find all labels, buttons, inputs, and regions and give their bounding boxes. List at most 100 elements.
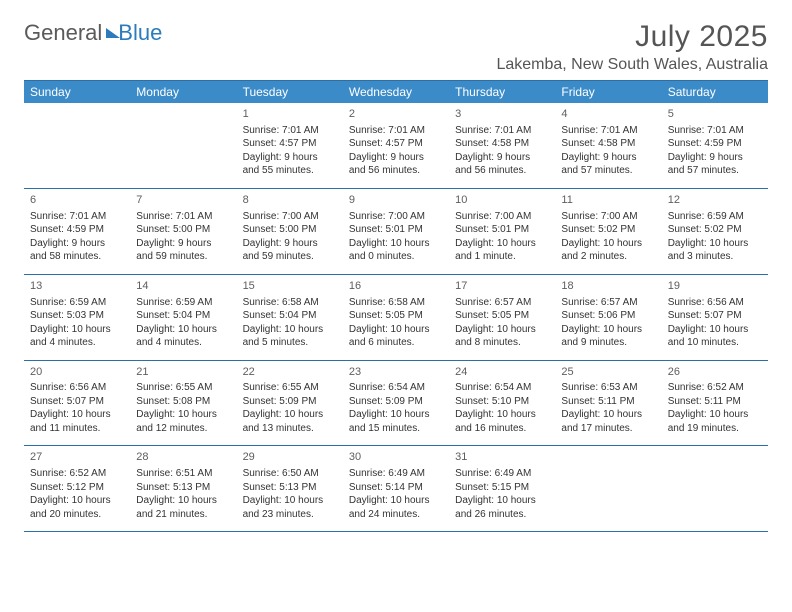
day-number: 1 xyxy=(243,107,337,122)
weekday-header: Wednesday xyxy=(343,81,449,103)
daylight-text: and 59 minutes. xyxy=(136,250,230,264)
calendar-day-cell: 15Sunrise: 6:58 AMSunset: 5:04 PMDayligh… xyxy=(237,275,343,360)
sunrise-text: Sunrise: 7:00 AM xyxy=(349,210,443,224)
calendar-empty-cell xyxy=(555,446,661,531)
calendar-day-cell: 6Sunrise: 7:01 AMSunset: 4:59 PMDaylight… xyxy=(24,189,130,274)
sunset-text: Sunset: 5:12 PM xyxy=(30,481,124,495)
calendar-page: General Blue July 2025 Lakemba, New Sout… xyxy=(0,0,792,552)
calendar-week-row: 27Sunrise: 6:52 AMSunset: 5:12 PMDayligh… xyxy=(24,446,768,532)
sunrise-text: Sunrise: 7:01 AM xyxy=(349,124,443,138)
daylight-text: and 57 minutes. xyxy=(561,164,655,178)
calendar-day-cell: 21Sunrise: 6:55 AMSunset: 5:08 PMDayligh… xyxy=(130,361,236,446)
daylight-text: Daylight: 9 hours xyxy=(349,151,443,165)
brand-logo: General Blue xyxy=(24,20,162,46)
day-number: 25 xyxy=(561,365,655,380)
calendar-week-row: 13Sunrise: 6:59 AMSunset: 5:03 PMDayligh… xyxy=(24,275,768,361)
daylight-text: and 59 minutes. xyxy=(243,250,337,264)
sunrise-text: Sunrise: 6:54 AM xyxy=(349,381,443,395)
daylight-text: and 4 minutes. xyxy=(30,336,124,350)
calendar-day-cell: 23Sunrise: 6:54 AMSunset: 5:09 PMDayligh… xyxy=(343,361,449,446)
daylight-text: and 5 minutes. xyxy=(243,336,337,350)
sunrise-text: Sunrise: 6:52 AM xyxy=(30,467,124,481)
page-header: General Blue July 2025 Lakemba, New Sout… xyxy=(24,20,768,74)
daylight-text: Daylight: 10 hours xyxy=(668,237,762,251)
day-number: 19 xyxy=(668,279,762,294)
location-label: Lakemba, New South Wales, Australia xyxy=(496,56,768,74)
daylight-text: and 58 minutes. xyxy=(30,250,124,264)
calendar-day-cell: 26Sunrise: 6:52 AMSunset: 5:11 PMDayligh… xyxy=(662,361,768,446)
sunset-text: Sunset: 5:13 PM xyxy=(136,481,230,495)
day-number: 14 xyxy=(136,279,230,294)
calendar-day-cell: 5Sunrise: 7:01 AMSunset: 4:59 PMDaylight… xyxy=(662,103,768,188)
day-number: 2 xyxy=(349,107,443,122)
daylight-text: Daylight: 10 hours xyxy=(243,494,337,508)
daylight-text: and 13 minutes. xyxy=(243,422,337,436)
sunset-text: Sunset: 5:14 PM xyxy=(349,481,443,495)
sunrise-text: Sunrise: 7:01 AM xyxy=(243,124,337,138)
daylight-text: and 24 minutes. xyxy=(349,508,443,522)
daylight-text: Daylight: 9 hours xyxy=(136,237,230,251)
daylight-text: Daylight: 10 hours xyxy=(561,408,655,422)
day-number: 13 xyxy=(30,279,124,294)
month-title: July 2025 xyxy=(496,20,768,54)
calendar-day-cell: 17Sunrise: 6:57 AMSunset: 5:05 PMDayligh… xyxy=(449,275,555,360)
sunset-text: Sunset: 5:05 PM xyxy=(349,309,443,323)
calendar-grid: Sunday Monday Tuesday Wednesday Thursday… xyxy=(24,80,768,532)
calendar-day-cell: 24Sunrise: 6:54 AMSunset: 5:10 PMDayligh… xyxy=(449,361,555,446)
daylight-text: and 56 minutes. xyxy=(455,164,549,178)
sunset-text: Sunset: 5:15 PM xyxy=(455,481,549,495)
sunset-text: Sunset: 4:59 PM xyxy=(30,223,124,237)
sunset-text: Sunset: 5:00 PM xyxy=(136,223,230,237)
daylight-text: Daylight: 9 hours xyxy=(30,237,124,251)
calendar-day-cell: 19Sunrise: 6:56 AMSunset: 5:07 PMDayligh… xyxy=(662,275,768,360)
sunrise-text: Sunrise: 6:49 AM xyxy=(455,467,549,481)
weekday-header: Sunday xyxy=(24,81,130,103)
sunrise-text: Sunrise: 7:01 AM xyxy=(668,124,762,138)
day-number: 9 xyxy=(349,193,443,208)
sunset-text: Sunset: 5:05 PM xyxy=(455,309,549,323)
daylight-text: and 55 minutes. xyxy=(243,164,337,178)
sunset-text: Sunset: 4:59 PM xyxy=(668,137,762,151)
sunrise-text: Sunrise: 6:53 AM xyxy=(561,381,655,395)
daylight-text: Daylight: 9 hours xyxy=(668,151,762,165)
daylight-text: and 16 minutes. xyxy=(455,422,549,436)
day-number: 29 xyxy=(243,450,337,465)
sunrise-text: Sunrise: 6:54 AM xyxy=(455,381,549,395)
sunrise-text: Sunrise: 6:56 AM xyxy=(668,296,762,310)
sunrise-text: Sunrise: 6:55 AM xyxy=(243,381,337,395)
daylight-text: Daylight: 10 hours xyxy=(561,237,655,251)
weekday-header: Saturday xyxy=(662,81,768,103)
daylight-text: and 19 minutes. xyxy=(668,422,762,436)
title-block: July 2025 Lakemba, New South Wales, Aust… xyxy=(496,20,768,74)
brand-word-2: Blue xyxy=(118,20,162,46)
sunset-text: Sunset: 5:07 PM xyxy=(30,395,124,409)
calendar-day-cell: 29Sunrise: 6:50 AMSunset: 5:13 PMDayligh… xyxy=(237,446,343,531)
weekday-header-row: Sunday Monday Tuesday Wednesday Thursday… xyxy=(24,81,768,103)
sunrise-text: Sunrise: 6:57 AM xyxy=(455,296,549,310)
daylight-text: Daylight: 10 hours xyxy=(243,408,337,422)
calendar-empty-cell xyxy=(24,103,130,188)
calendar-day-cell: 16Sunrise: 6:58 AMSunset: 5:05 PMDayligh… xyxy=(343,275,449,360)
daylight-text: and 1 minute. xyxy=(455,250,549,264)
calendar-week-row: 1Sunrise: 7:01 AMSunset: 4:57 PMDaylight… xyxy=(24,103,768,189)
daylight-text: and 9 minutes. xyxy=(561,336,655,350)
daylight-text: Daylight: 10 hours xyxy=(455,494,549,508)
daylight-text: and 17 minutes. xyxy=(561,422,655,436)
sunset-text: Sunset: 5:09 PM xyxy=(243,395,337,409)
day-number: 31 xyxy=(455,450,549,465)
daylight-text: and 11 minutes. xyxy=(30,422,124,436)
sunrise-text: Sunrise: 6:55 AM xyxy=(136,381,230,395)
day-number: 16 xyxy=(349,279,443,294)
daylight-text: Daylight: 9 hours xyxy=(455,151,549,165)
day-number: 28 xyxy=(136,450,230,465)
calendar-day-cell: 9Sunrise: 7:00 AMSunset: 5:01 PMDaylight… xyxy=(343,189,449,274)
sunrise-text: Sunrise: 6:58 AM xyxy=(243,296,337,310)
day-number: 21 xyxy=(136,365,230,380)
sunset-text: Sunset: 4:57 PM xyxy=(243,137,337,151)
weekday-header: Tuesday xyxy=(237,81,343,103)
sunrise-text: Sunrise: 7:01 AM xyxy=(30,210,124,224)
sunrise-text: Sunrise: 6:51 AM xyxy=(136,467,230,481)
day-number: 8 xyxy=(243,193,337,208)
daylight-text: Daylight: 10 hours xyxy=(668,408,762,422)
sunrise-text: Sunrise: 6:58 AM xyxy=(349,296,443,310)
